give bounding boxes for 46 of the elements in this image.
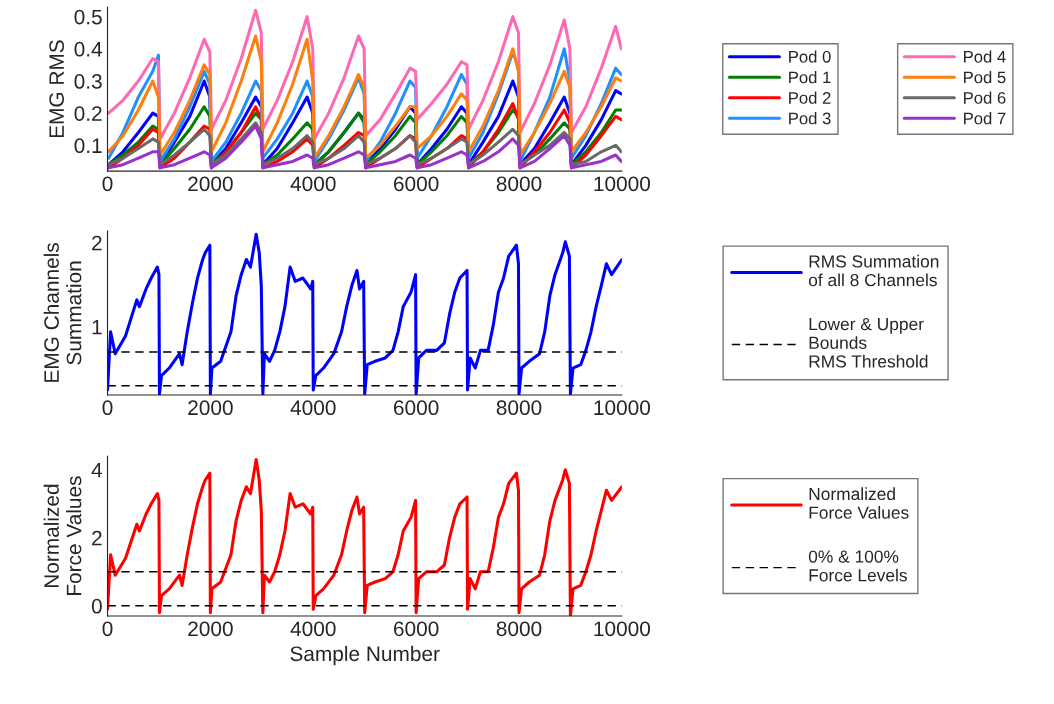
x-tick-label: 8000	[496, 400, 542, 416]
x-tick-label: 8000	[496, 621, 542, 637]
y-tick-label: 4	[91, 463, 103, 478]
legend-label: Pod 2	[789, 91, 831, 104]
legend-label: Pod 3	[789, 112, 831, 125]
y-tick-label: 2	[92, 235, 102, 251]
legend-label: Pod 6	[964, 91, 1006, 104]
x-tick-label: 0	[102, 176, 113, 192]
x-tick-label: 4000	[290, 621, 336, 637]
x-tick-label: 6000	[394, 176, 439, 192]
x-tick-label: 2000	[188, 176, 233, 192]
legend-label: Pod 1	[789, 71, 831, 84]
x-tick-label: 2000	[188, 621, 233, 637]
x-tick-label: 0	[102, 621, 113, 637]
legend-label: Normalized Force Values	[809, 487, 909, 519]
y-tick-label: 0.3	[74, 74, 102, 89]
y-tick-label: 0	[91, 598, 102, 614]
x-tick-label: 10000	[594, 400, 651, 416]
y-tick-label: 1	[92, 320, 102, 335]
legend-label: Pod 7	[964, 112, 1006, 125]
y-axis-title: EMG RMS	[49, 40, 65, 138]
x-tick-label: 4000	[290, 400, 336, 416]
legend-label: Pod 4	[964, 50, 1006, 63]
x-tick-label: 6000	[394, 621, 439, 637]
legend-label: RMS Summation of all 8 Channels	[808, 254, 939, 287]
x-tick-label: 10000	[594, 176, 651, 192]
x-axis-title: Sample Number	[290, 645, 440, 666]
legend-label: Pod 0	[789, 50, 831, 63]
y-tick-label: 0.4	[74, 41, 103, 57]
legend-label: Pod 5	[964, 71, 1006, 84]
y-tick-label: 2	[92, 530, 102, 546]
legend-label: Lower & Upper Bounds RMS Threshold	[809, 318, 928, 368]
x-tick-label: 10000	[594, 621, 651, 637]
x-tick-label: 2000	[188, 400, 233, 416]
line-series	[107, 458, 622, 616]
x-tick-label: 8000	[496, 176, 542, 192]
y-tick-label: 0.1	[74, 138, 102, 154]
y-axis-title: Normalized Force Values	[43, 476, 82, 595]
y-axis-title: EMG Channels Summation	[43, 243, 82, 382]
x-tick-label: 0	[102, 400, 113, 416]
x-tick-label: 6000	[394, 400, 439, 416]
line-series	[107, 232, 622, 395]
legend-label: 0% & 100% Force Levels	[808, 550, 907, 582]
y-tick-label: 0.2	[74, 106, 102, 121]
x-tick-label: 4000	[290, 176, 336, 192]
y-tick-label: 0.5	[74, 9, 102, 25]
